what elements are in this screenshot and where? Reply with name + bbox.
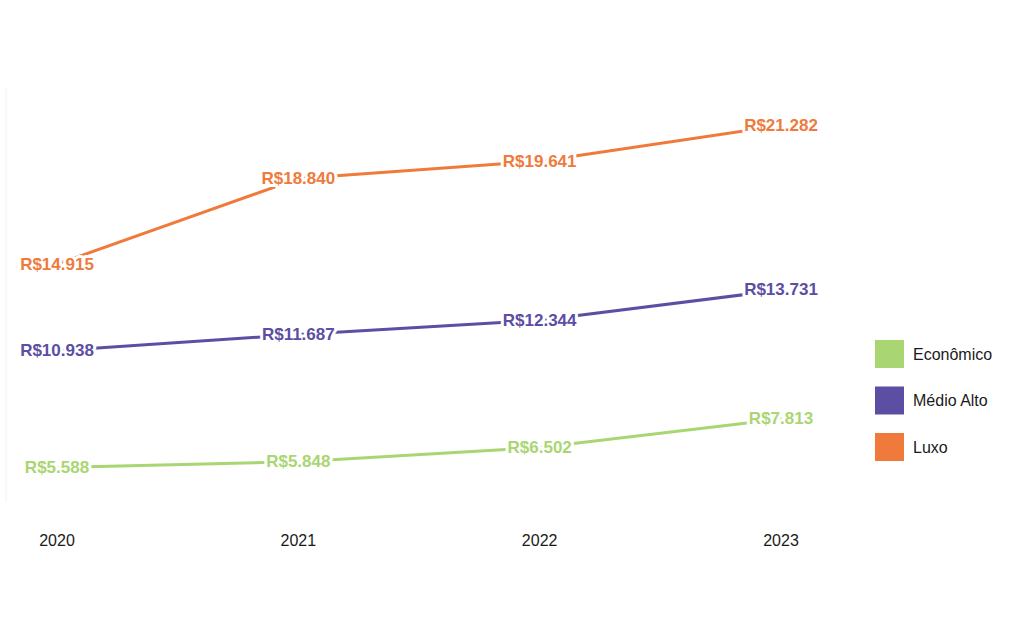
data-label: R$10.938 <box>20 341 94 360</box>
data-label: R$5.588 <box>25 458 89 477</box>
data-label: R$7.813 <box>749 409 813 428</box>
legend-label: Econômico <box>913 346 992 363</box>
x-tick-labels: 2020 2021 2022 2023 <box>39 532 799 549</box>
legend-swatch <box>875 387 904 415</box>
x-tick-label: 2022 <box>522 532 558 549</box>
x-tick-label: 2023 <box>763 532 799 549</box>
data-label: R$5.848 <box>266 452 330 471</box>
legend-label: Luxo <box>913 439 948 456</box>
data-label: R$13.731 <box>744 280 818 299</box>
legend-swatch <box>875 433 904 461</box>
data-label: R$12.344 <box>503 311 577 330</box>
data-label: R$6.502 <box>508 438 572 457</box>
data-label: R$14.915 <box>20 255 94 274</box>
data-labels: R$5.588 R$5.848 R$6.502 R$7.813 R$10.938 R$11… <box>20 116 818 477</box>
legend: Econômico Médio Alto Luxo <box>875 340 992 461</box>
series-line <box>57 419 781 468</box>
series-line <box>57 125 781 264</box>
data-label: R$18.840 <box>261 169 335 188</box>
x-tick-label: 2021 <box>281 532 317 549</box>
series-line <box>57 290 781 351</box>
y-axis-line <box>6 88 7 502</box>
legend-label: Médio Alto <box>913 392 988 409</box>
data-label: R$19.641 <box>503 152 577 171</box>
data-label: R$11.687 <box>262 325 335 344</box>
legend-swatch <box>875 340 904 368</box>
x-tick-label: 2020 <box>39 532 75 549</box>
chart-container: R$5.588 R$5.848 R$6.502 R$7.813 R$10.938 R$11… <box>0 0 1024 644</box>
marks <box>57 125 781 467</box>
chart-svg: R$5.588 R$5.848 R$6.502 R$7.813 R$10.938 R$11… <box>0 0 1024 644</box>
data-label: R$21.282 <box>744 116 818 135</box>
